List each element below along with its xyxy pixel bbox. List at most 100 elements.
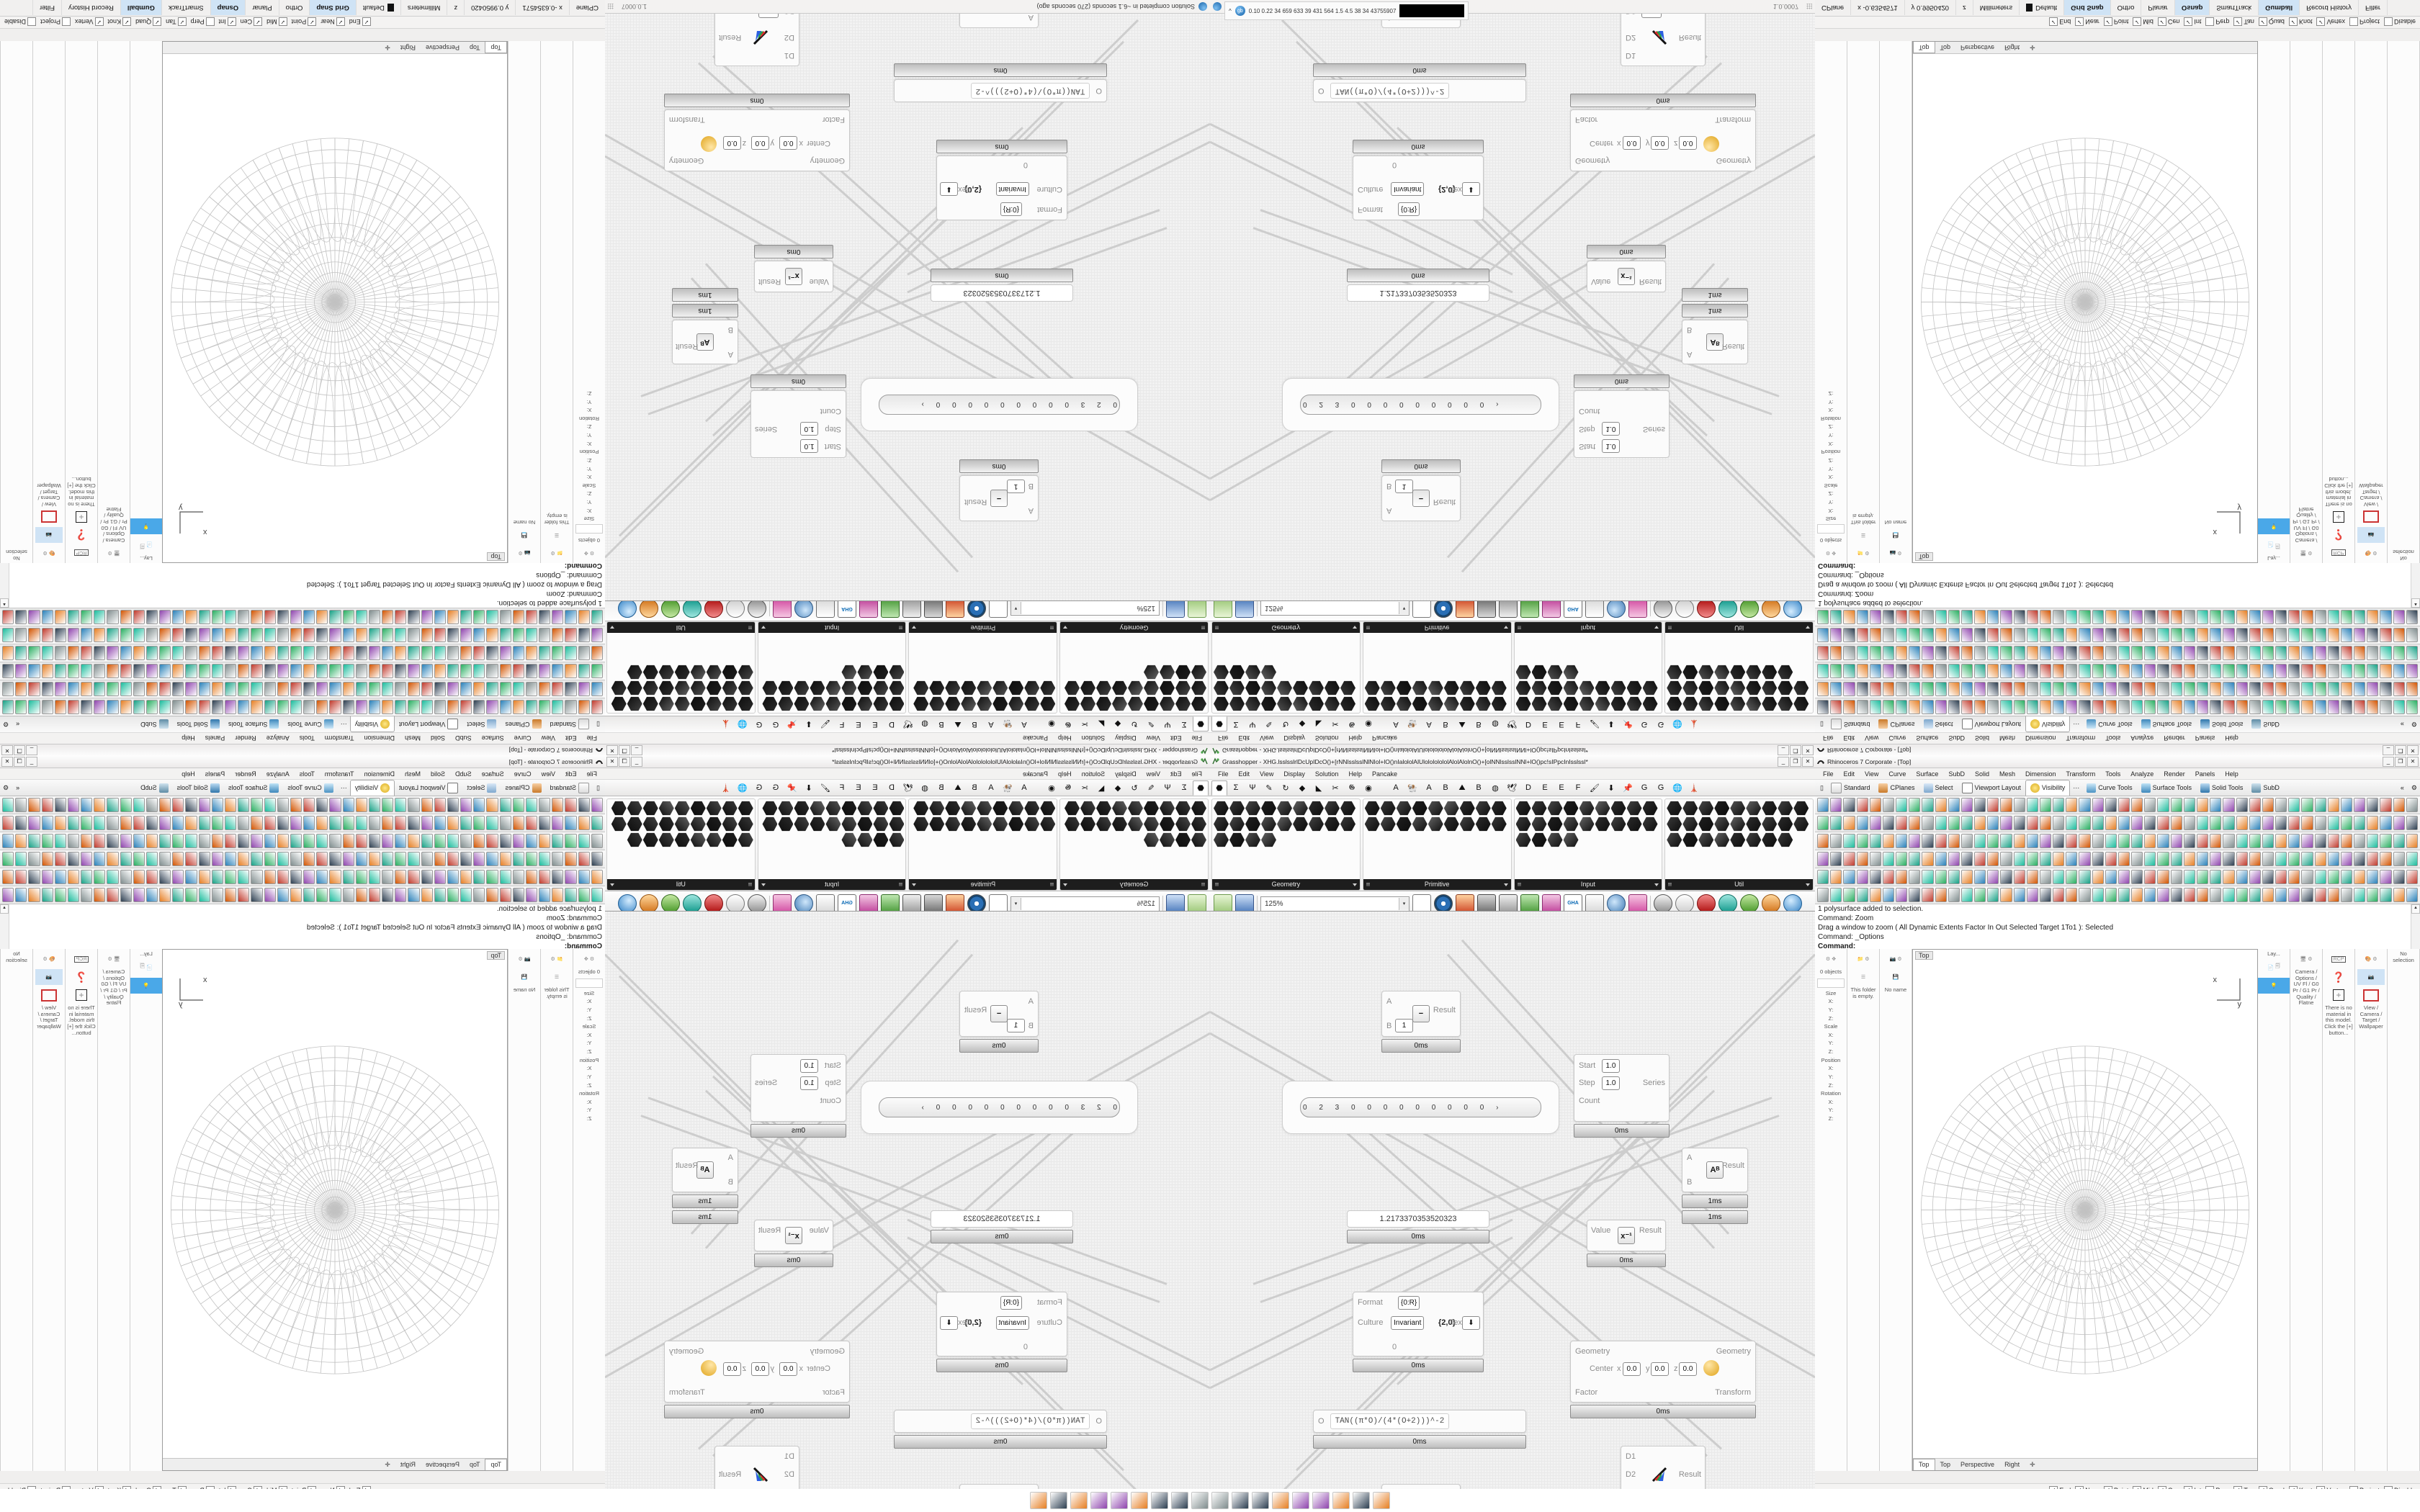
shade-icon-green[interactable] [661,599,680,618]
palette-component-icon[interactable] [1040,680,1055,696]
palette-component-icon[interactable] [1762,832,1778,847]
rhino-toolbar-icon[interactable] [107,816,119,830]
rhino-tab-standard[interactable]: Standard [1827,717,1875,732]
rhino-toolbar-icon[interactable] [54,798,66,812]
palette-component-icon[interactable] [1667,832,1682,847]
palette-component-icon[interactable] [1667,680,1682,696]
palette-component-icon[interactable] [627,832,642,847]
rhino-toolbar-icon[interactable] [2393,798,2405,812]
rhino-toolbar-icon[interactable] [277,700,289,714]
series-start-value[interactable]: 1.0 [800,1059,818,1073]
rhino-left-panels[interactable]: ⚙ ✥ 0 objects Size X: Y: Z: Scale X: Y: … [508,949,605,1471]
palette-component-icon[interactable] [1443,801,1459,816]
component-series[interactable]: Start 1.0 Step 1.0 Count Series 0ms [750,1054,846,1138]
menu-file[interactable]: File [1218,770,1229,778]
scale-center-y[interactable]: 0.0 [751,1362,769,1376]
rhino-toolbar-icon[interactable] [2026,700,2038,714]
rhino-toolbar-icon[interactable] [2183,628,2195,642]
rhino-toolbar-icon[interactable] [238,610,250,624]
rhino-toolbar-icon[interactable] [342,628,354,642]
list-icon[interactable]: ☰ [554,532,560,537]
rhino-toolbar-icon[interactable] [1843,664,1855,678]
scale-center-x[interactable]: 0.0 [1623,136,1641,150]
rhino-toolbar-icon[interactable] [41,682,53,696]
rhino-toolbar-icon[interactable] [395,646,407,660]
resize-grip[interactable] [1806,4,1812,9]
rhino-toolbar-icon[interactable] [2393,628,2405,642]
search-icon[interactable] [794,599,813,618]
menu-help[interactable]: Help [1058,770,1072,778]
grasshopper-canvas[interactable]: A B 1 − Result 0ms 0 2 3 0 0 0 0 0 0 0 0… [1210,911,1815,1499]
scale-input-factor[interactable]: Factor [822,115,845,124]
tab-icon-arrow-down[interactable]: ⬇ [805,783,812,793]
scale-input-geometry[interactable]: Geometry [810,156,845,165]
rhino-toolbar-icon[interactable] [67,816,80,830]
libraries-list-icon-row[interactable]: ☰ [543,527,570,543]
palette-component-icon[interactable] [1667,816,1682,832]
rhino-toolbar-icon[interactable] [395,664,407,678]
taskbar-item-docs[interactable] [1292,1492,1309,1509]
rhino-toolbar-icon[interactable] [1974,798,1986,812]
status-units[interactable]: Millimeters [1973,0,2020,16]
palette-component-icon[interactable] [1762,816,1778,832]
rhino-toolbar-icon[interactable] [316,646,328,660]
status-layer[interactable]: Default [2020,0,2065,16]
tab-letter-e2[interactable]: E [856,783,861,792]
palette-component-icon[interactable] [1491,801,1507,816]
rhino-toolbar-icon[interactable] [225,816,237,830]
rhino-menu-solid[interactable]: Solid [431,734,446,742]
rhino-toolbar-icon[interactable] [2354,700,2366,714]
rhino-toolbar-icon[interactable] [539,610,551,624]
rhino-toolbar-icon[interactable] [2301,834,2313,848]
rhino-menu-view[interactable]: View [541,734,555,742]
rhino-toolbar-icon[interactable] [2367,664,2379,678]
palette-component-icon[interactable] [1459,801,1475,816]
rhino-toolbar-icon[interactable] [2262,610,2275,624]
format-format-value[interactable]: {0:R} [1000,202,1022,216]
tab-icon-pin[interactable]: 📌 [1623,719,1633,729]
rhino-toolbar-icon[interactable] [486,870,498,884]
rhino-toolbar-icon[interactable] [2367,852,2379,866]
rhino-toolbar-icon[interactable] [94,646,106,660]
rhino-toolbar-icon[interactable] [421,682,433,696]
rhino-titlebar[interactable]: Rhinoceros 7 Corporate - [Top] _ ❐ ✕ [1815,756,2420,768]
move-icon[interactable]: ✥ [1832,550,1837,555]
palette-component-icon[interactable] [1682,680,1698,696]
rhino-toolbar-icon[interactable] [355,700,367,714]
rhino-toolbar-icon[interactable] [1869,834,1881,848]
rhino-toolbar-icon[interactable] [2118,700,2130,714]
rhino-toolbar-icon[interactable] [447,700,460,714]
rhino-toolbar-icon[interactable] [2039,682,2052,696]
menu-edit[interactable]: Edit [1238,734,1250,742]
rhino-toolbar-icon[interactable] [198,628,210,642]
rhino-toolbar-icon[interactable] [1856,628,1868,642]
named-views-save-row[interactable]: 💾 [1882,969,1909,985]
rhino-toolbar-icon[interactable] [67,852,80,866]
rhino-toolbar-icon[interactable] [408,834,420,848]
rhino-toolbar-icon[interactable] [2053,888,2065,902]
rhino-toolbar-icon[interactable] [1974,610,1986,624]
viewport-tab-perspective[interactable]: Perspective [425,44,460,52]
rhino-toolbar-icon[interactable] [1830,852,1842,866]
rhino-menu-panels[interactable]: Panels [2195,734,2215,742]
scroll-up-icon[interactable]: ▲ [0,904,9,914]
tab-sets[interactable]: Ψ [1164,720,1171,729]
rhino-toolbar-icon[interactable] [238,700,250,714]
rhino-toolbar-icon[interactable] [2210,646,2222,660]
taskbar-item-terminal[interactable] [1030,1492,1047,1509]
rhino-toolbar-icon[interactable] [1960,664,1973,678]
rhino-menu-edit[interactable]: Edit [1843,734,1855,742]
panel-selection-info[interactable]: No selection [0,41,32,563]
osnap-project-checkbox[interactable] [62,17,71,27]
rhino-toolbar-icon[interactable] [1935,664,1947,678]
rhino-toolbar-icon[interactable] [2092,834,2104,848]
rhino-icon-toolbar-row3[interactable] [1815,662,2420,680]
render-header[interactable]: 🎨 ⚙ [2357,951,2385,967]
gear-icon-3[interactable]: ⚙ [1897,550,1902,555]
rhino-tab-viewport-layout[interactable]: Viewport Layout [1958,780,2025,796]
palette-component-icon[interactable] [1778,832,1793,847]
properties-header[interactable]: ⚙ ✥ [1817,545,1845,561]
palette-component-icon[interactable] [1214,832,1229,847]
render-camera-icon[interactable]: 📷 [45,532,53,537]
osnap-vertex-checkbox[interactable]: ✓ [94,17,104,27]
